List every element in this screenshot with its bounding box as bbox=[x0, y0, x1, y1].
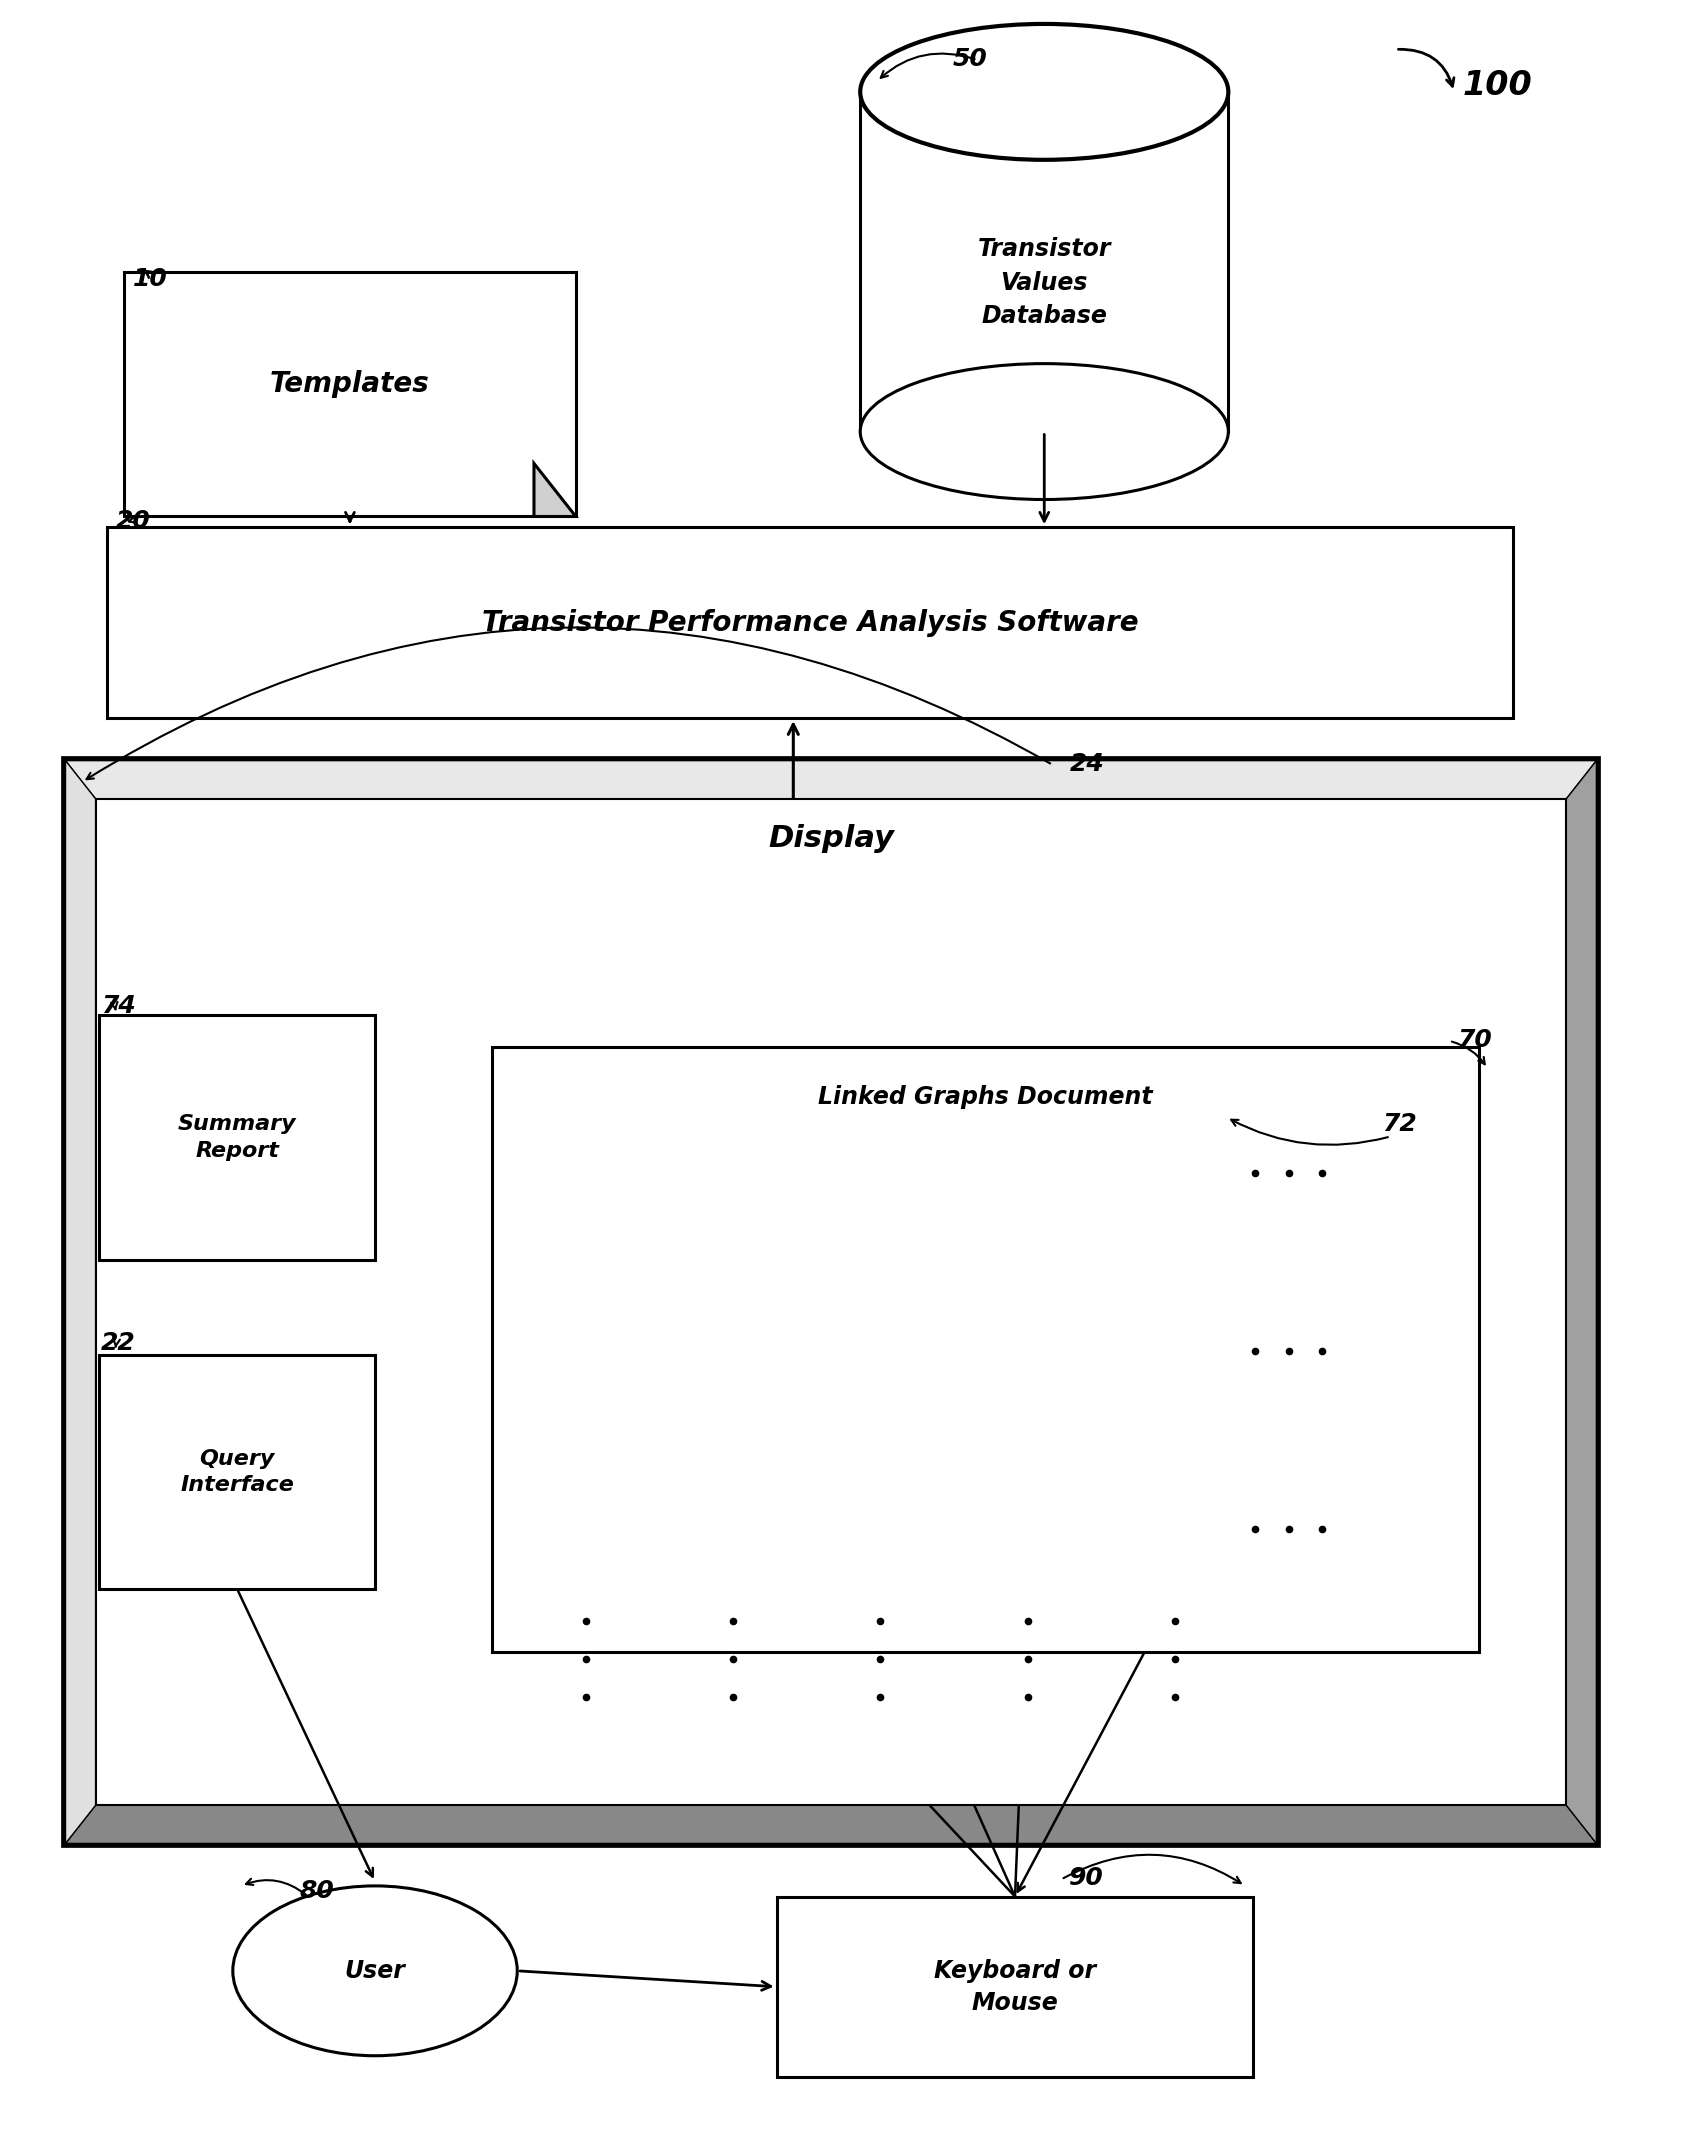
Polygon shape bbox=[66, 761, 96, 1844]
Polygon shape bbox=[535, 464, 575, 517]
Bar bbox=[967, 1284, 1088, 1417]
Text: Query
Interface: Query Interface bbox=[181, 1449, 294, 1496]
Text: 10: 10 bbox=[132, 267, 167, 291]
Bar bbox=[108, 528, 1513, 718]
Bar bbox=[100, 1355, 375, 1588]
Polygon shape bbox=[860, 92, 1228, 432]
Bar bbox=[96, 799, 1566, 1806]
Text: 80: 80 bbox=[300, 1878, 334, 1902]
Polygon shape bbox=[66, 761, 1596, 799]
Bar bbox=[526, 1107, 646, 1237]
Text: Transistor Performance Analysis Software: Transistor Performance Analysis Software bbox=[482, 609, 1139, 637]
Bar bbox=[66, 761, 1596, 1844]
Bar bbox=[820, 1107, 941, 1237]
Text: 90: 90 bbox=[1070, 1866, 1103, 1889]
Text: 72: 72 bbox=[1382, 1113, 1417, 1137]
Bar bbox=[673, 1464, 793, 1594]
Bar bbox=[820, 1464, 941, 1594]
Bar bbox=[100, 1015, 375, 1259]
Text: 70: 70 bbox=[1458, 1028, 1493, 1051]
Ellipse shape bbox=[860, 24, 1228, 160]
Text: Display: Display bbox=[768, 825, 894, 853]
Polygon shape bbox=[66, 1806, 1596, 1844]
Bar bbox=[1115, 1107, 1235, 1237]
Text: 50: 50 bbox=[951, 47, 987, 71]
Text: Summary
Report: Summary Report bbox=[177, 1113, 297, 1160]
Bar bbox=[820, 1284, 941, 1417]
Text: Keyboard or
Mouse: Keyboard or Mouse bbox=[935, 1960, 1097, 2015]
Bar bbox=[526, 1464, 646, 1594]
Bar bbox=[1115, 1284, 1235, 1417]
Bar bbox=[967, 1464, 1088, 1594]
Text: Linked Graphs Document: Linked Graphs Document bbox=[818, 1086, 1152, 1109]
Text: 20: 20 bbox=[116, 509, 150, 534]
Text: 24: 24 bbox=[1070, 752, 1103, 776]
Text: Transistor
Values
Database: Transistor Values Database bbox=[977, 237, 1112, 329]
Polygon shape bbox=[125, 271, 575, 517]
Text: Templates: Templates bbox=[270, 370, 430, 397]
Bar bbox=[1115, 1464, 1235, 1594]
Ellipse shape bbox=[860, 363, 1228, 500]
Text: 74: 74 bbox=[101, 994, 135, 1017]
Text: User: User bbox=[344, 1960, 405, 1983]
Bar bbox=[776, 1896, 1253, 2077]
Bar bbox=[493, 1047, 1479, 1652]
Polygon shape bbox=[1566, 761, 1596, 1844]
Ellipse shape bbox=[233, 1885, 518, 2056]
Text: 100: 100 bbox=[1463, 71, 1532, 103]
Text: 22: 22 bbox=[101, 1331, 135, 1355]
Bar bbox=[526, 1284, 646, 1417]
Bar bbox=[673, 1107, 793, 1237]
Bar bbox=[673, 1284, 793, 1417]
Bar bbox=[967, 1107, 1088, 1237]
